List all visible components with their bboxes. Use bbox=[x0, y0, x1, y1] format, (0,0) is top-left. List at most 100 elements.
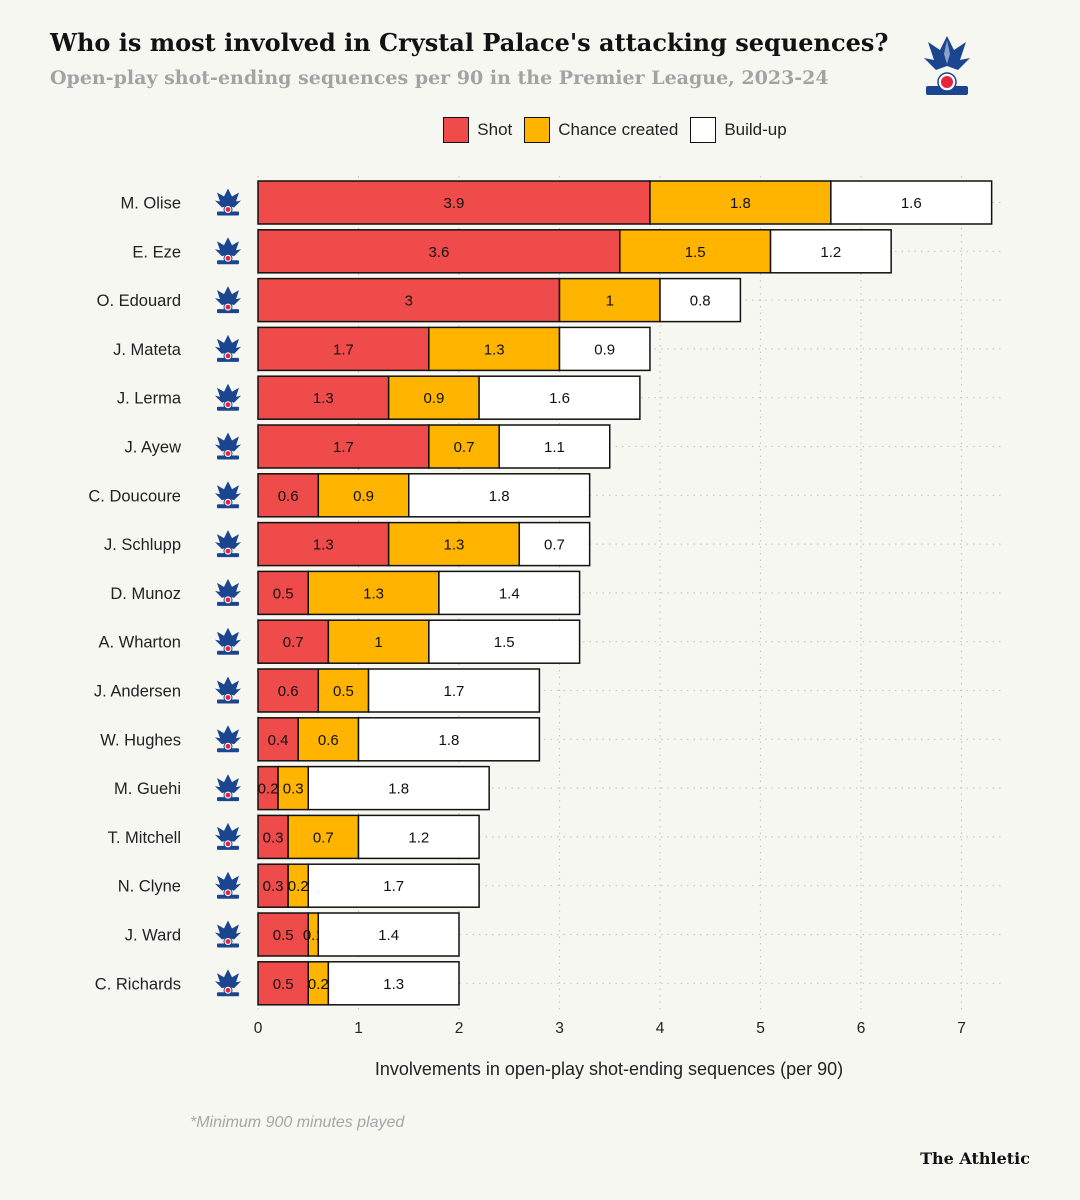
club-crest-icon bbox=[215, 286, 241, 314]
legend-label-build-up: Build-up bbox=[724, 120, 787, 139]
bar-build-up-c-richards bbox=[327, 961, 460, 1006]
bar-build-up-o-edouard bbox=[659, 277, 742, 323]
bar-build-up-j-ayew bbox=[498, 424, 611, 469]
legend-item-build-up: Build-up bbox=[690, 117, 787, 143]
club-crest-icon bbox=[215, 481, 241, 509]
chart-subtitle: Open-play shot-ending sequences per 90 i… bbox=[50, 67, 829, 89]
legend-item-shot: Shot bbox=[443, 117, 512, 143]
bar-chance-created-a-wharton bbox=[327, 619, 430, 664]
data-label-chance-created: 1.8 bbox=[730, 195, 751, 212]
data-label-build-up: 1.1 bbox=[544, 439, 565, 456]
x-tick-label: 6 bbox=[857, 1020, 866, 1037]
data-label-chance-created: 1 bbox=[606, 293, 614, 310]
x-tick-label: 4 bbox=[656, 1020, 665, 1037]
data-label-shot: 0.7 bbox=[283, 634, 304, 651]
bar-shot-t-mitchell bbox=[257, 814, 289, 860]
stacked-bar-chart: M. Olise 3.9 1.8 1.6 E. Eze 3.6 1.5 1.2 O. Edoua… bbox=[88, 176, 1004, 1079]
club-crest-icon bbox=[215, 774, 241, 802]
data-label-chance-created: 0.9 bbox=[423, 390, 444, 407]
data-label-shot: 1.3 bbox=[313, 390, 334, 407]
player-label-j-schlupp: J. Schlupp bbox=[104, 536, 181, 554]
bar-chance-created-w-hughes bbox=[297, 717, 360, 762]
player-label-n-clyne: N. Clyne bbox=[118, 878, 181, 896]
legend-label-chance-created: Chance created bbox=[558, 120, 679, 139]
bar-chance-created-j-ayew bbox=[428, 424, 500, 469]
data-label-shot: 0.3 bbox=[263, 878, 284, 895]
data-label-build-up: 1.4 bbox=[378, 927, 399, 944]
data-label-shot: 0.5 bbox=[273, 927, 294, 944]
data-label-build-up: 1.4 bbox=[499, 585, 520, 602]
data-label-build-up: 1.8 bbox=[489, 488, 510, 505]
data-label-chance-created: 1.5 bbox=[685, 244, 706, 261]
bar-build-up-j-schlupp bbox=[518, 521, 591, 567]
data-label-build-up: 1.5 bbox=[494, 634, 515, 651]
player-label-j-mateta: J. Mateta bbox=[113, 341, 182, 359]
club-crest-icon bbox=[215, 969, 241, 997]
player-label-j-ayew: J. Ayew bbox=[124, 439, 181, 457]
data-label-chance-created: 1 bbox=[374, 634, 382, 651]
data-label-chance-created: 0.9 bbox=[353, 488, 374, 505]
bar-shot-j-schlupp bbox=[257, 521, 390, 567]
legend-label-shot: Shot bbox=[477, 120, 513, 139]
club-crest-icon bbox=[215, 871, 241, 899]
data-label-chance-created: 0.7 bbox=[313, 829, 334, 846]
bar-chance-created-t-mitchell bbox=[287, 814, 360, 860]
bar-chance-created-m-olise bbox=[649, 180, 832, 225]
bar-shot-o-edouard bbox=[257, 277, 561, 323]
data-label-chance-created: 0.7 bbox=[454, 439, 475, 456]
data-label-chance-created: 0.6 bbox=[318, 732, 339, 749]
data-label-build-up: 1.6 bbox=[549, 390, 570, 407]
data-label-build-up: 1.7 bbox=[444, 683, 465, 700]
club-crest-icon bbox=[215, 676, 241, 704]
x-tick-label: 3 bbox=[555, 1020, 564, 1037]
player-label-d-munoz: D. Munoz bbox=[110, 585, 181, 603]
club-crest-icon bbox=[215, 432, 241, 460]
legend-swatch-chance-created bbox=[524, 117, 551, 143]
data-label-shot: 0.3 bbox=[263, 829, 284, 846]
player-label-j-ward: J. Ward bbox=[125, 927, 181, 945]
player-label-e-eze: E. Eze bbox=[132, 243, 181, 261]
bar-shot-w-hughes bbox=[257, 717, 299, 762]
bar-shot-c-doucoure bbox=[257, 473, 320, 518]
player-label-w-hughes: W. Hughes bbox=[100, 731, 181, 749]
bar-build-up-m-olise bbox=[830, 180, 993, 225]
bar-chance-created-m-guehi bbox=[277, 765, 310, 811]
data-label-shot: 1.7 bbox=[333, 439, 354, 456]
data-label-build-up: 1.8 bbox=[439, 732, 460, 749]
data-label-chance-created: 1.3 bbox=[363, 585, 384, 602]
club-crest-icon bbox=[215, 237, 241, 265]
player-label-c-richards: C. Richards bbox=[95, 975, 181, 993]
bar-shot-e-eze bbox=[257, 229, 621, 274]
data-label-build-up: 1.8 bbox=[388, 781, 409, 798]
player-label-c-doucoure: C. Doucoure bbox=[88, 487, 181, 505]
data-label-shot: 0.2 bbox=[258, 781, 279, 798]
data-label-build-up: 1.3 bbox=[383, 976, 404, 993]
bar-build-up-j-mateta bbox=[558, 326, 651, 372]
bar-build-up-a-wharton bbox=[428, 619, 581, 664]
bar-build-up-w-hughes bbox=[357, 717, 541, 762]
data-label-shot: 0.5 bbox=[273, 585, 294, 602]
data-label-build-up: 1.2 bbox=[820, 244, 841, 261]
player-label-t-mitchell: T. Mitchell bbox=[108, 829, 181, 847]
x-tick-label: 1 bbox=[354, 1020, 363, 1037]
data-label-chance-created: 0.3 bbox=[283, 781, 304, 798]
bar-chance-created-d-munoz bbox=[307, 570, 440, 616]
bar-shot-c-richards bbox=[257, 961, 309, 1006]
player-label-j-lerma: J. Lerma bbox=[117, 390, 182, 408]
player-label-j-andersen: J. Andersen bbox=[94, 683, 181, 701]
data-label-chance-created: 1.3 bbox=[444, 537, 465, 554]
club-crest-icon bbox=[215, 822, 241, 850]
club-crest-icon bbox=[215, 530, 241, 558]
bar-shot-j-ayew bbox=[257, 424, 430, 469]
bar-chance-created-j-mateta bbox=[428, 326, 561, 372]
x-axis-title: Involvements in open-play shot-ending se… bbox=[375, 1059, 843, 1079]
data-label-shot: 0.6 bbox=[278, 488, 299, 505]
bar-chance-created-o-edouard bbox=[558, 277, 661, 323]
crystal-palace-crest-icon bbox=[924, 36, 970, 95]
bar-shot-n-clyne bbox=[257, 863, 289, 908]
bar-shot-a-wharton bbox=[257, 619, 330, 664]
bar-build-up-t-mitchell bbox=[357, 814, 480, 860]
data-label-build-up: 1.7 bbox=[383, 878, 404, 895]
x-tick-label: 7 bbox=[957, 1020, 966, 1037]
bar-build-up-e-eze bbox=[769, 229, 892, 274]
